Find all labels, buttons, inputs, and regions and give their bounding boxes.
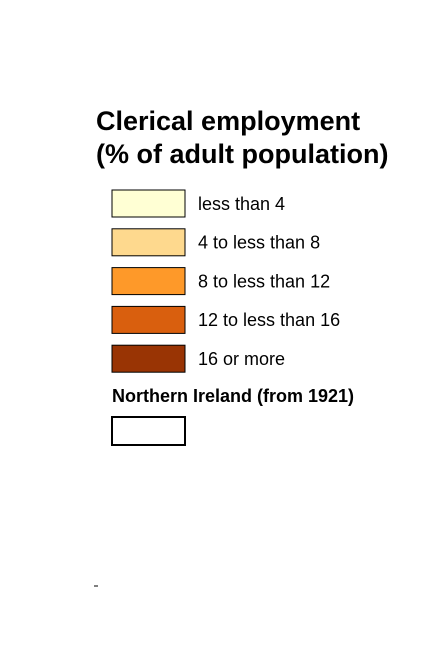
legend-label: 12 to less than 16: [198, 310, 340, 330]
legend-title: (% of adult population): [96, 139, 388, 169]
legend-swatch: [111, 267, 186, 296]
region-swatch: [111, 416, 186, 446]
legend-label: 16 or more: [198, 349, 285, 369]
legend-label: 4 to less than 8: [198, 233, 320, 253]
region-label: Northern Ireland (from 1921): [112, 386, 354, 406]
legend-title: Clerical employment: [96, 106, 360, 136]
legend-swatch: [111, 228, 186, 257]
legend-label: less than 4: [198, 194, 285, 214]
legend-label: 8 to less than 12: [198, 271, 330, 291]
legend-swatch: [111, 344, 186, 373]
legend-swatch: [111, 189, 186, 218]
legend-swatch: [111, 305, 186, 334]
